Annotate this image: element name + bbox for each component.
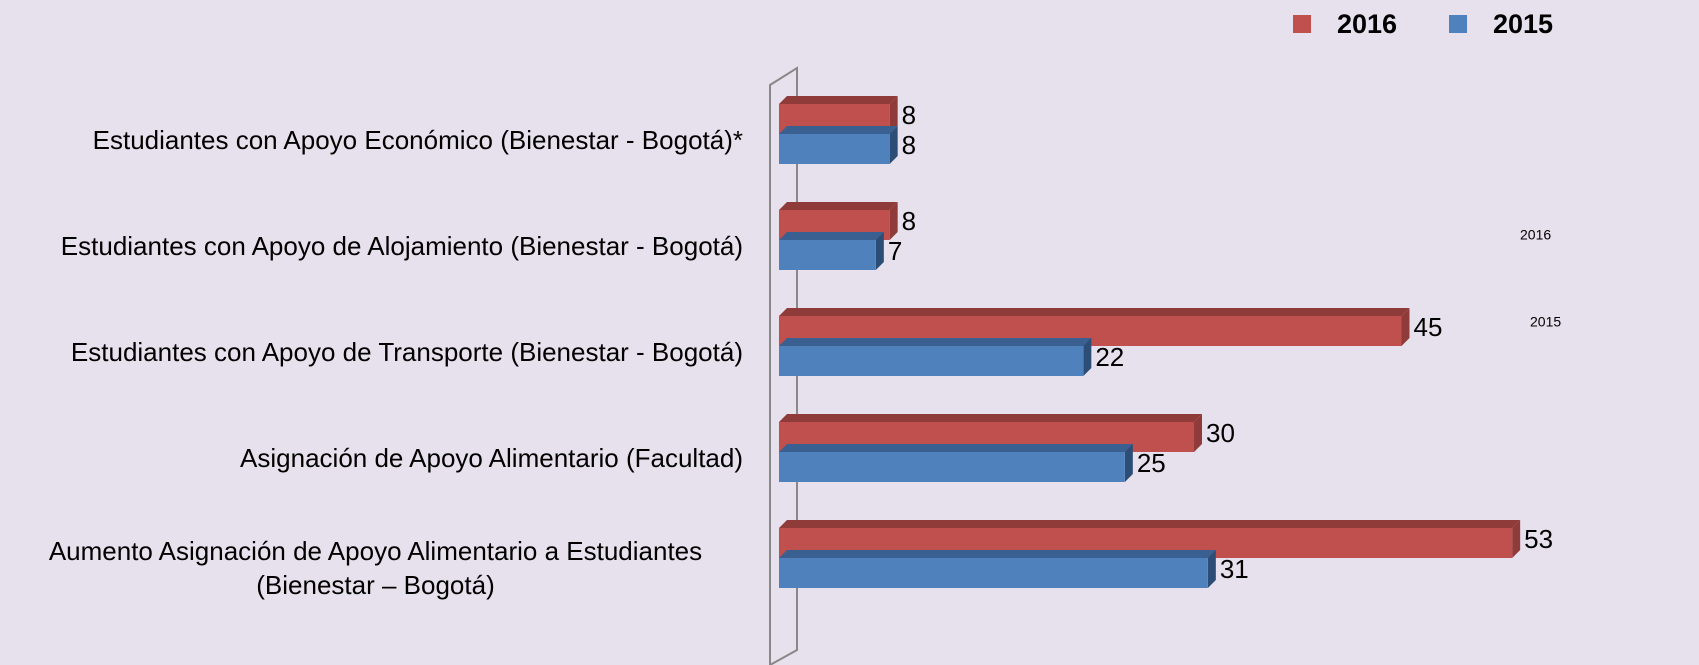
value-label: 22 [1095,342,1124,372]
legend-swatch [1449,15,1467,33]
bar-top [779,444,1133,452]
bar-top [779,96,898,104]
bar-top [779,126,898,134]
bar-side [875,232,884,270]
bar-side [1207,550,1216,588]
value-label: 8 [902,206,916,236]
value-label: 30 [1206,418,1235,448]
bar-top [779,414,1202,422]
category-label: Estudiantes con Apoyo de Alojamiento (Bi… [60,231,743,261]
value-label: 8 [902,100,916,130]
legend-label: 2015 [1493,9,1553,39]
bar-side [889,96,898,134]
bar-side [1194,414,1202,452]
bar [779,240,876,270]
bar-top [779,338,1092,346]
value-label: 7 [888,236,902,266]
bar-top [779,520,1521,528]
value-label: 8 [902,130,916,160]
bar [779,558,1208,588]
bar [779,452,1125,482]
stray-series-label: 2015 [1530,314,1561,330]
value-label: 53 [1524,524,1553,554]
bar-top [779,232,884,240]
value-label: 25 [1137,448,1166,478]
bar-top [779,308,1410,316]
bar [779,346,1084,376]
category-label: Estudiantes con Apoyo Económico (Bienest… [92,125,743,155]
category-label: Aumento Asignación de Apoyo Alimentario … [48,536,703,600]
category-label: Estudiantes con Apoyo de Transporte (Bie… [70,337,743,367]
stray-series-label: 2016 [1520,227,1551,243]
value-label: 31 [1220,554,1249,584]
value-label: 45 [1414,312,1443,342]
bar-side [1124,444,1133,482]
bar-side [889,126,898,164]
legend-label: 2016 [1337,9,1397,39]
bar-side [889,202,898,240]
bar-side [1083,338,1092,376]
bar-side [1512,520,1521,558]
bar [779,134,890,164]
category-label: Asignación de Apoyo Alimentario (Faculta… [240,443,743,473]
back-wall [769,66,798,665]
bar-side [1401,308,1410,346]
bar-top [779,202,898,210]
legend-swatch [1293,15,1311,33]
bar-top [779,550,1216,558]
